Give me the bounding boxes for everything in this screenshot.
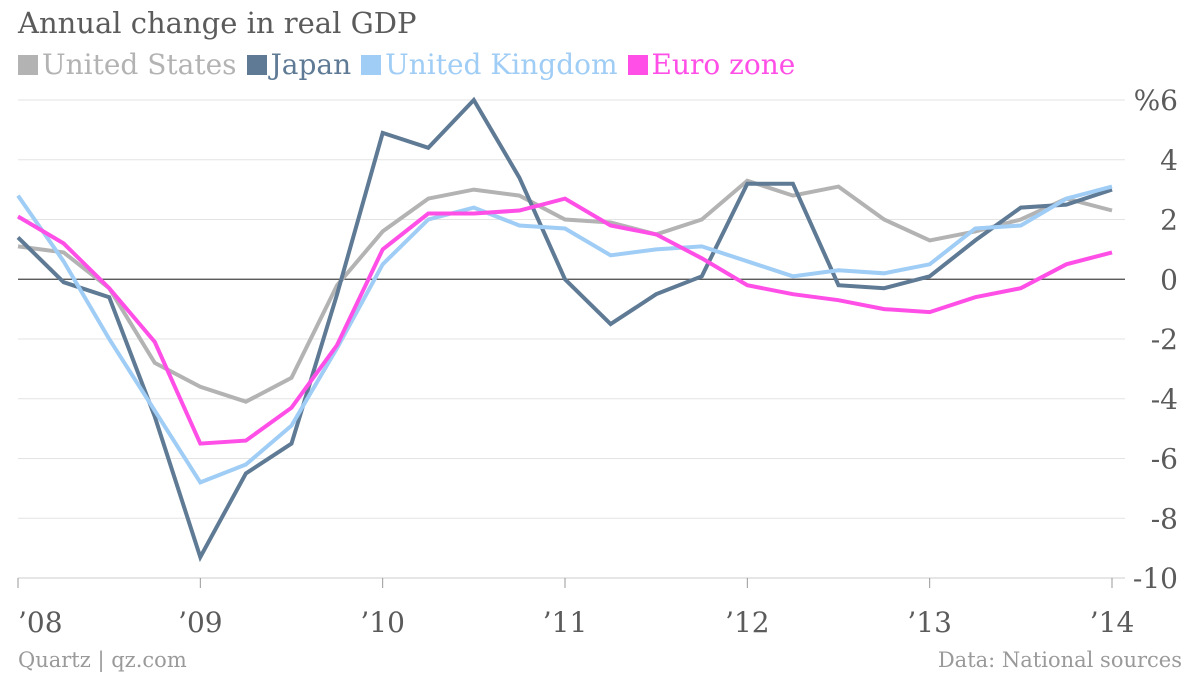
y-tick-label: -10: [1133, 562, 1178, 595]
y-tick-label: %6: [1134, 84, 1178, 117]
y-tick-label: -8: [1151, 502, 1178, 535]
x-tick-labels: ’08 ’09 ’10 ’11 ’12 ’13 ’14: [18, 606, 1134, 639]
x-tick-label: ’14: [1090, 606, 1135, 639]
series-line-united-kingdom: [16, 184, 1113, 485]
legend-label: Japan: [270, 48, 352, 81]
data-source: Data: National sources: [937, 648, 1182, 672]
legend-swatch: [246, 54, 267, 75]
chart-legend: United States Japan United Kingdom Euro zon…: [18, 48, 799, 81]
legend-item-euro-zone: Euro zone: [627, 48, 796, 81]
source-credit: Quartz | qz.com: [18, 648, 187, 672]
y-tick-labels: %6 4 2 0 -2 -4 -6 -8 -10: [1133, 84, 1178, 595]
y-tick-label: -2: [1151, 323, 1178, 356]
legend-swatch: [361, 54, 382, 75]
y-tick-label: 0: [1160, 263, 1178, 296]
legend-item-japan: Japan: [246, 48, 352, 81]
legend-item-united-states: United States: [18, 48, 237, 81]
y-tick-label: -6: [1151, 443, 1178, 476]
legend-label: United States: [42, 48, 237, 81]
series-lines: [16, 96, 1113, 563]
legend-item-united-kingdom: United Kingdom: [361, 48, 618, 81]
series-line-japan: [16, 96, 1113, 563]
legend-label: Euro zone: [651, 48, 796, 81]
legend-swatch: [627, 54, 648, 75]
x-tick-label: ’13: [907, 606, 952, 639]
series-line-euro-zone: [16, 196, 1113, 446]
legend-swatch: [18, 54, 38, 75]
legend-label: United Kingdom: [385, 48, 618, 81]
axes: [17, 577, 1125, 588]
y-tick-label: 2: [1160, 204, 1178, 237]
y-tick-label: -4: [1151, 383, 1178, 416]
chart-title: Annual change in real GDP: [18, 6, 417, 40]
x-tick-label: ’10: [360, 606, 405, 639]
series-line-united-states: [17, 178, 1113, 404]
x-tick-label: ’08: [18, 606, 63, 639]
y-tick-label: 4: [1160, 144, 1178, 177]
x-tick-label: ’11: [543, 606, 588, 639]
x-tick-label: ’12: [725, 606, 770, 639]
x-tick-label: ’09: [178, 606, 223, 639]
